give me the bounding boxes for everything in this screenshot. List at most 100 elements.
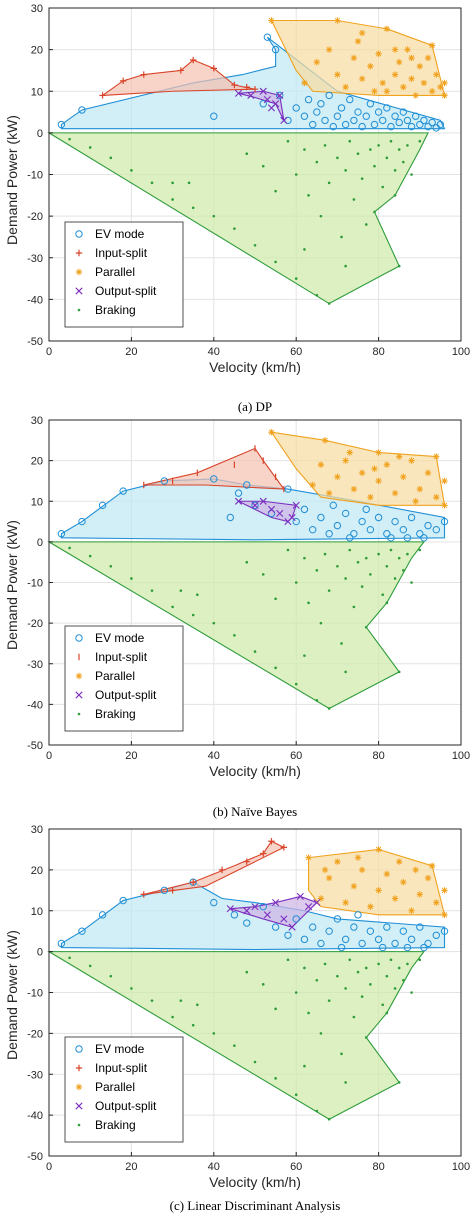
- point-ev-mode: [416, 923, 424, 931]
- point-ev-mode: [420, 534, 428, 542]
- point-ev-mode: [387, 122, 395, 131]
- point-ev-mode: [374, 513, 383, 522]
- point-braking: [348, 139, 352, 143]
- x-tick-label: 80: [372, 1161, 384, 1173]
- point-braking: [68, 137, 71, 141]
- point-braking: [315, 978, 319, 982]
- legend-marker: [75, 230, 83, 238]
- point-braking: [286, 139, 290, 143]
- point-braking: [336, 156, 339, 160]
- legend-marker: [75, 672, 83, 680]
- x-tick-label: 100: [452, 1161, 470, 1173]
- legend-label: Output-split: [95, 1099, 157, 1113]
- point-parallel: [408, 907, 415, 914]
- point-braking: [410, 581, 413, 584]
- point-output-split: [292, 501, 300, 509]
- x-axis-label: Velocity (km/h): [209, 763, 301, 779]
- x-tick-label: 40: [208, 1161, 220, 1173]
- point-braking: [418, 139, 422, 143]
- point-parallel: [301, 79, 308, 87]
- legend-label: Braking: [95, 1118, 136, 1132]
- y-tick-label: -20: [27, 1028, 43, 1040]
- y-tick-label: -10: [27, 578, 43, 590]
- point-braking: [340, 642, 343, 645]
- chart-panel-1: 0 20 40 60 80 100 -50 -40 -30 -20 -10 0 10 20 30 Veloci…: [4, 3, 470, 414]
- point-braking: [418, 548, 422, 552]
- point-braking: [150, 181, 154, 185]
- point-ev-mode: [424, 122, 432, 131]
- point-parallel: [350, 485, 358, 493]
- x-tick-label: 20: [125, 750, 137, 762]
- point-ev-mode: [420, 116, 428, 125]
- point-ev-mode: [379, 116, 387, 125]
- legend-label: Input-split: [95, 1061, 148, 1075]
- x-tick-label: 60: [290, 346, 302, 358]
- point-braking: [303, 1064, 306, 1068]
- point-output-split: [267, 505, 276, 513]
- point-braking: [68, 956, 71, 960]
- point-braking: [327, 302, 331, 305]
- legend-label: EV mode: [95, 1042, 145, 1056]
- y-axis-label: Demand Power (kW): [4, 115, 20, 245]
- point-ev-mode: [57, 530, 66, 538]
- point-ev-mode: [420, 943, 428, 952]
- legend-marker: [77, 308, 81, 312]
- legend-label: Parallel: [95, 265, 135, 279]
- point-braking: [364, 556, 368, 560]
- x-axis-label: Velocity (km/h): [209, 359, 301, 375]
- point-braking: [344, 987, 347, 990]
- legend-label: Input-split: [95, 246, 148, 260]
- point-parallel: [342, 899, 349, 906]
- point-braking: [88, 146, 92, 149]
- point-braking: [352, 1015, 356, 1019]
- point-parallel: [375, 477, 382, 485]
- legend-label: Parallel: [95, 669, 135, 683]
- point-parallel: [305, 854, 312, 861]
- hull-input-split: [100, 59, 256, 97]
- point-braking: [393, 194, 397, 197]
- point-braking: [109, 974, 113, 978]
- x-tick-label: 40: [208, 750, 220, 762]
- legend-marker: [77, 712, 81, 716]
- legend-marker: [75, 1045, 83, 1053]
- point-parallel: [317, 461, 325, 468]
- point-parallel: [334, 17, 341, 24]
- point-braking: [171, 605, 174, 609]
- point-output-split: [251, 501, 259, 509]
- point-ev-mode: [403, 116, 412, 125]
- point-braking: [109, 564, 113, 568]
- point-braking: [393, 987, 397, 990]
- point-ev-mode: [160, 886, 169, 895]
- point-parallel: [383, 88, 391, 95]
- point-input-split: [251, 85, 259, 93]
- legend-label: Braking: [95, 707, 136, 721]
- legend-label: Parallel: [95, 1080, 135, 1094]
- point-ev-mode: [333, 521, 342, 530]
- point-braking: [307, 601, 310, 605]
- point-parallel: [408, 75, 415, 82]
- point-parallel: [412, 92, 419, 99]
- point-parallel: [383, 25, 391, 33]
- legend-box: [64, 625, 184, 732]
- point-braking: [303, 966, 306, 970]
- point-braking: [410, 991, 413, 994]
- point-ev-mode: [424, 939, 432, 948]
- point-braking: [274, 260, 277, 264]
- point-braking: [179, 589, 183, 592]
- point-ev-mode: [424, 521, 432, 530]
- point-braking: [245, 560, 249, 564]
- hull-ev-mode: [60, 478, 446, 541]
- point-braking: [294, 1093, 298, 1096]
- point-ev-mode: [276, 91, 284, 100]
- point-ev-mode: [366, 927, 375, 935]
- point-braking: [402, 569, 405, 572]
- point-parallel: [437, 83, 444, 91]
- point-braking: [385, 156, 389, 160]
- point-ev-mode: [78, 517, 86, 526]
- point-ev-mode: [313, 108, 321, 116]
- point-braking: [377, 962, 380, 966]
- point-parallel: [309, 481, 316, 489]
- legend-marker: [75, 634, 83, 642]
- point-ev-mode: [317, 939, 325, 948]
- point-braking: [274, 666, 277, 670]
